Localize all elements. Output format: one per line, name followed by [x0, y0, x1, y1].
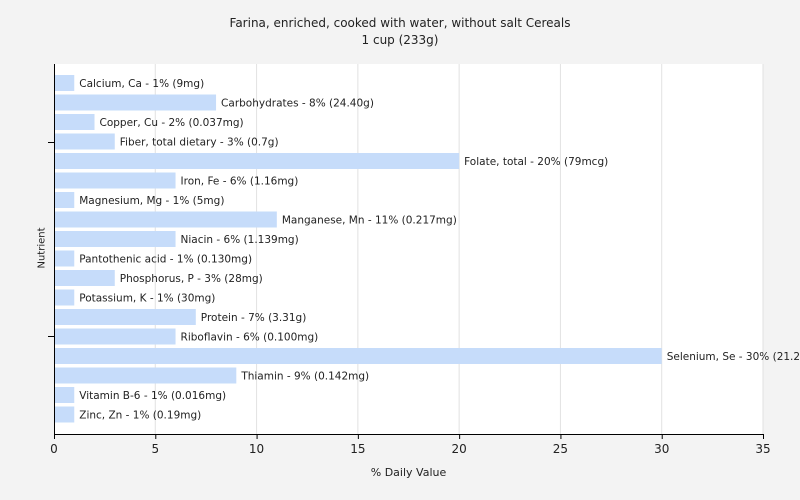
bar-label: Protein - 7% (3.31g) [201, 312, 307, 324]
bar [55, 367, 237, 384]
bar [55, 94, 217, 111]
bar-label: Potassium, K - 1% (30mg) [79, 293, 215, 305]
x-tick-label: 25 [553, 442, 568, 456]
x-tick-label: 15 [350, 442, 365, 456]
bar-label: Niacin - 6% (1.139mg) [181, 234, 299, 246]
bar [55, 211, 277, 228]
x-tick-label: 30 [654, 442, 669, 456]
bar [55, 153, 460, 169]
bar-label: Pantothenic acid - 1% (0.130mg) [79, 254, 252, 266]
bar [55, 172, 176, 189]
bar-label: Magnesium, Mg - 1% (5mg) [79, 195, 224, 207]
chart-title: Farina, enriched, cooked with water, wit… [229, 16, 571, 30]
bar-label: Manganese, Mn - 11% (0.217mg) [282, 215, 457, 227]
bar-label: Carbohydrates - 8% (24.40g) [221, 98, 374, 110]
bar [55, 192, 75, 208]
bar [55, 250, 75, 267]
bar [55, 114, 95, 130]
chart-subtitle: 1 cup (233g) [361, 33, 439, 47]
bar-label: Zinc, Zn - 1% (0.19mg) [79, 410, 201, 422]
bar [55, 289, 75, 306]
bar-label: Iron, Fe - 6% (1.16mg) [181, 176, 299, 188]
x-tick-label: 0 [50, 442, 58, 456]
x-tick-label: 20 [452, 442, 467, 456]
bar [55, 406, 75, 423]
bar-label: Copper, Cu - 2% (0.037mg) [100, 117, 244, 129]
bar-label: Fiber, total dietary - 3% (0.7g) [120, 137, 279, 149]
bar [55, 328, 176, 345]
bar-label: Thiamin - 9% (0.142mg) [240, 371, 369, 383]
bar-label: Calcium, Ca - 1% (9mg) [79, 78, 204, 90]
bar [55, 387, 75, 403]
bar-label: Vitamin B-6 - 1% (0.016mg) [79, 390, 226, 402]
x-axis-label: % Daily Value [370, 466, 447, 479]
bar [55, 348, 662, 364]
bar-label: Folate, total - 20% (79mcg) [464, 156, 608, 168]
y-axis-label: Nutrient [36, 227, 48, 269]
bar-label: Phosphorus, P - 3% (28mg) [120, 273, 263, 285]
bar [55, 231, 176, 247]
x-tick-label: 10 [249, 442, 264, 456]
bar-label: Riboflavin - 6% (0.100mg) [181, 332, 319, 344]
bar [55, 75, 75, 91]
bar [55, 270, 115, 286]
bar [55, 309, 196, 325]
bar-label: Selenium, Se - 30% (21.2mcg) [667, 351, 800, 363]
x-tick-label: 5 [151, 442, 159, 456]
bar [55, 133, 115, 150]
x-tick-label: 35 [755, 442, 770, 456]
